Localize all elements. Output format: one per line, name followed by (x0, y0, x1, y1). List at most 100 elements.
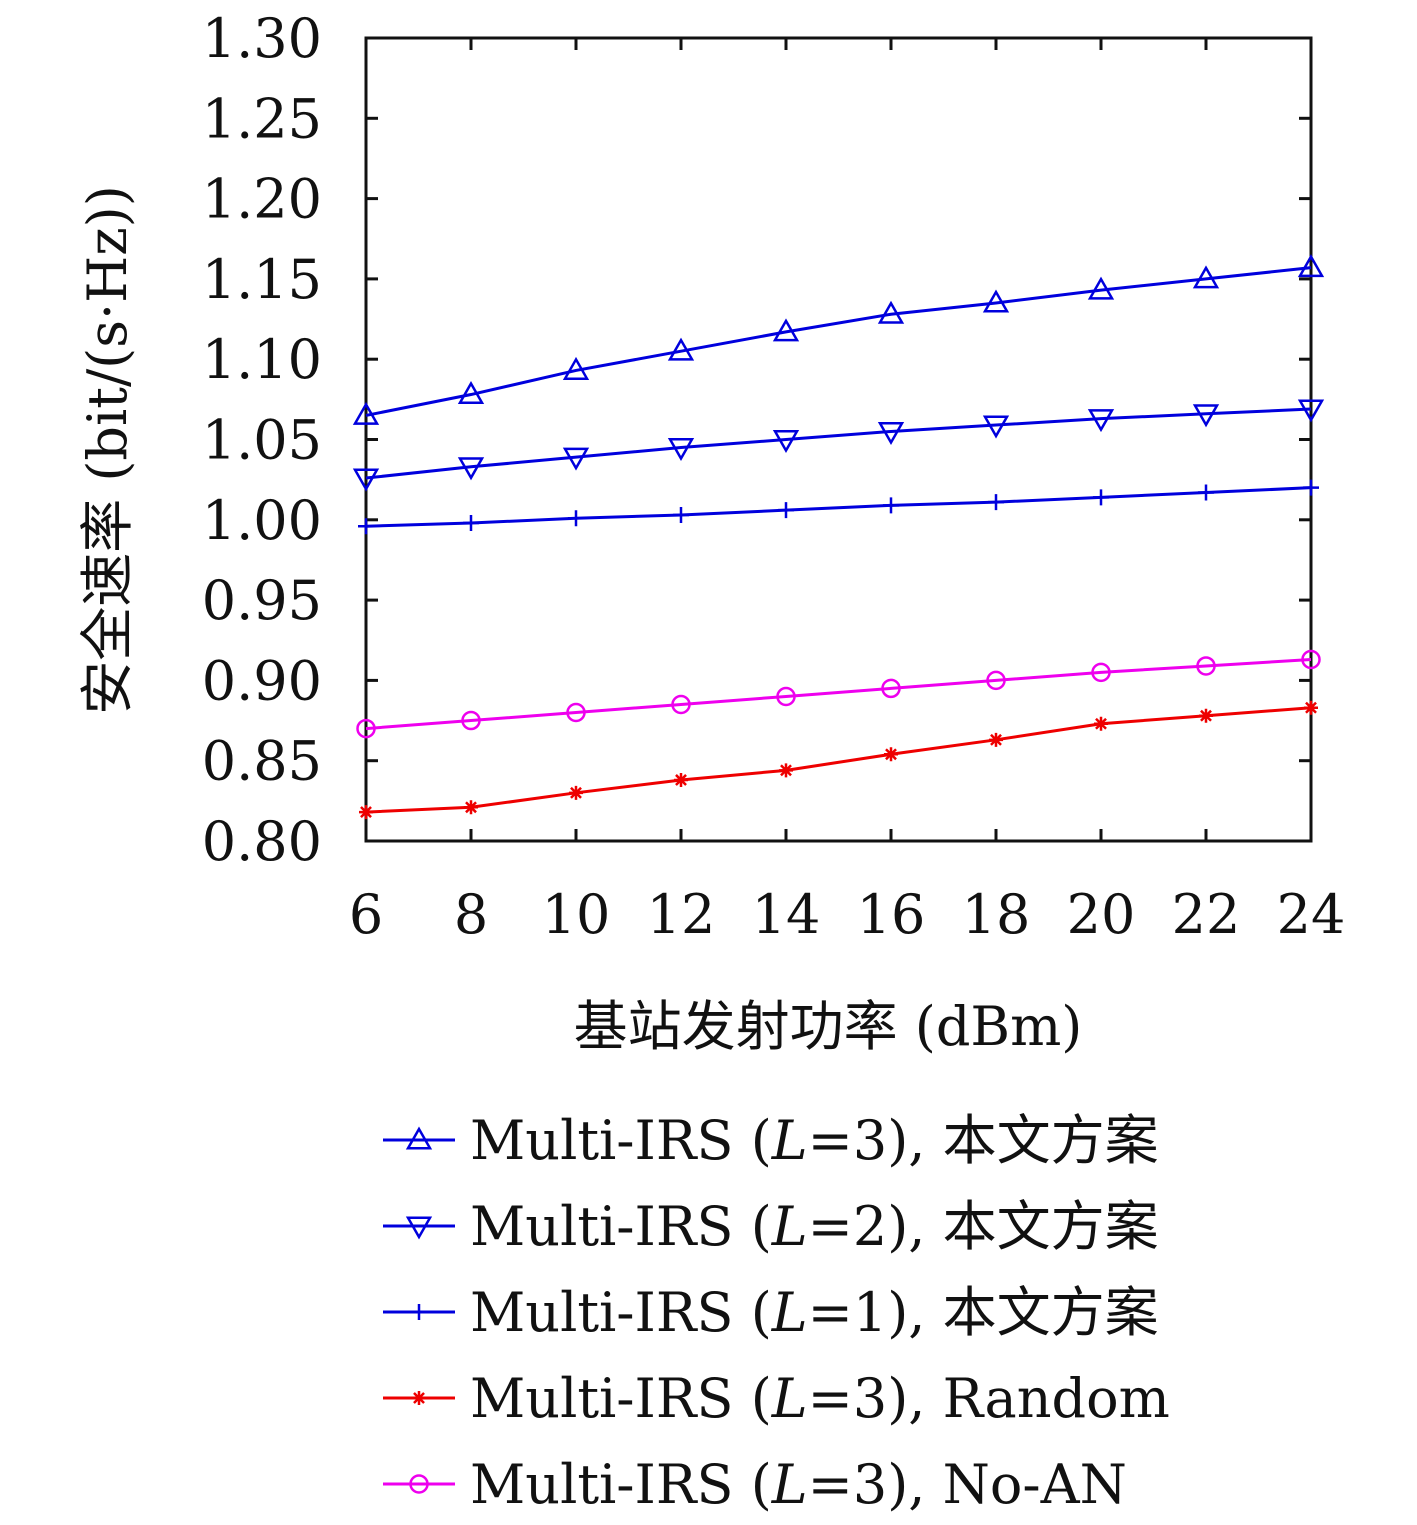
data-point (667, 337, 695, 361)
series-line (365, 266, 1312, 417)
data-point (464, 800, 478, 815)
plot-frame (364, 36, 1313, 843)
data-point (989, 732, 1003, 747)
data-point (1297, 254, 1325, 278)
x-tick-label: 14 (752, 883, 821, 946)
data-point (409, 1474, 429, 1494)
data-point (359, 805, 373, 820)
data-point (779, 763, 793, 778)
data-point (461, 710, 481, 731)
data-point (776, 686, 796, 707)
legend-label-text: Multi-IRS ( (470, 1367, 772, 1430)
data-point (412, 1391, 426, 1405)
data-point (463, 515, 479, 532)
y-axis: 0.80 0.85 0.90 0.95 1.00 1.05 1.10 1.15 1.20 1.25… (202, 7, 1311, 873)
data-point (877, 421, 905, 445)
x-tick-label: 24 (1277, 883, 1346, 946)
data-point (1196, 656, 1216, 676)
data-point (667, 438, 695, 462)
legend-entry: Multi-IRS (L=2), 本文方案 (383, 1195, 1159, 1258)
data-point (352, 401, 380, 425)
legend-label-text: Multi-IRS ( (470, 1195, 772, 1258)
series-line (365, 658, 1312, 731)
plot-area (364, 36, 1313, 843)
series-line (365, 486, 1312, 528)
data-point (772, 430, 800, 454)
legend-label: Multi-IRS (L=3), No-AN (470, 1453, 1127, 1516)
data-point (1087, 409, 1115, 433)
y-tick-label: 1.30 (202, 7, 322, 70)
data-point (1301, 649, 1321, 670)
series-layer (352, 254, 1325, 820)
legend-label-variable: L (771, 1281, 808, 1344)
data-point (562, 356, 590, 380)
data-point (881, 678, 901, 699)
x-tick-label: 16 (857, 883, 926, 946)
y-tick-label: 0.90 (202, 649, 322, 712)
data-point (988, 494, 1004, 511)
legend-label: Multi-IRS (L=2), 本文方案 (470, 1195, 1159, 1258)
legend-label: Multi-IRS (L=3), Random (470, 1367, 1170, 1430)
series (352, 254, 1325, 425)
x-tick-label: 6 (349, 883, 383, 946)
data-point (772, 318, 800, 342)
y-tick-label: 1.25 (202, 87, 322, 150)
x-tick-label: 20 (1067, 883, 1136, 946)
data-point (1199, 708, 1213, 723)
legend-label-text: =3), 本文方案 (808, 1109, 1159, 1172)
data-point (982, 289, 1010, 313)
legend-label-variable: L (771, 1195, 808, 1258)
data-point (1087, 276, 1115, 300)
legend-entry: Multi-IRS (L=3), No-AN (383, 1453, 1127, 1516)
data-point (405, 1216, 433, 1240)
legend-label-text: =2), 本文方案 (808, 1195, 1159, 1258)
legend-entry: Multi-IRS (L=3), 本文方案 (383, 1109, 1159, 1172)
y-axis-title: 安全速率 (bit/(s·Hz)) (76, 185, 139, 715)
data-point (884, 747, 898, 762)
data-point (1198, 484, 1214, 501)
x-tick-label: 8 (454, 883, 488, 946)
data-point (1192, 265, 1220, 289)
legend-label-text: Multi-IRS ( (470, 1109, 772, 1172)
legend-label-variable: L (771, 1109, 808, 1172)
data-point (986, 670, 1006, 691)
legend-entry: Multi-IRS (L=1), 本文方案 (383, 1281, 1159, 1344)
data-point (405, 1126, 433, 1150)
data-point (778, 502, 794, 519)
data-point (673, 506, 689, 523)
y-tick-label: 1.10 (202, 328, 322, 391)
x-tick-label: 22 (1172, 883, 1241, 946)
data-point (1297, 399, 1325, 423)
y-tick-label: 1.00 (202, 489, 322, 552)
data-point (883, 497, 899, 514)
x-axis-title: 基站发射功率 (dBm) (574, 995, 1083, 1058)
data-point (568, 510, 584, 527)
data-point (356, 718, 376, 739)
data-point (1091, 662, 1111, 683)
legend-label-text: Multi-IRS ( (470, 1281, 772, 1344)
legend-label-text: =3), No-AN (808, 1453, 1127, 1516)
data-point (411, 1304, 427, 1320)
data-point (877, 300, 905, 324)
legend-label: Multi-IRS (L=1), 本文方案 (470, 1281, 1159, 1344)
x-axis: 6 8 10 12 14 16 18 20 22 24 (349, 38, 1346, 946)
data-point (1303, 479, 1319, 496)
y-tick-label: 1.15 (202, 248, 322, 311)
legend-label-variable: L (771, 1367, 808, 1430)
series (356, 649, 1321, 739)
y-tick-label: 1.05 (202, 409, 322, 472)
legend-label-text: =1), 本文方案 (808, 1281, 1159, 1344)
data-point (1304, 700, 1318, 715)
data-point (457, 457, 485, 481)
data-point (1192, 404, 1220, 428)
series (352, 399, 1325, 492)
x-tick-label: 12 (647, 883, 716, 946)
series-line (365, 407, 1312, 480)
legend-label-text: =3), Random (808, 1367, 1170, 1430)
data-point (457, 381, 485, 405)
x-tick-label: 10 (542, 883, 611, 946)
data-point (352, 468, 380, 492)
legend-entry: Multi-IRS (L=3), Random (383, 1367, 1170, 1430)
